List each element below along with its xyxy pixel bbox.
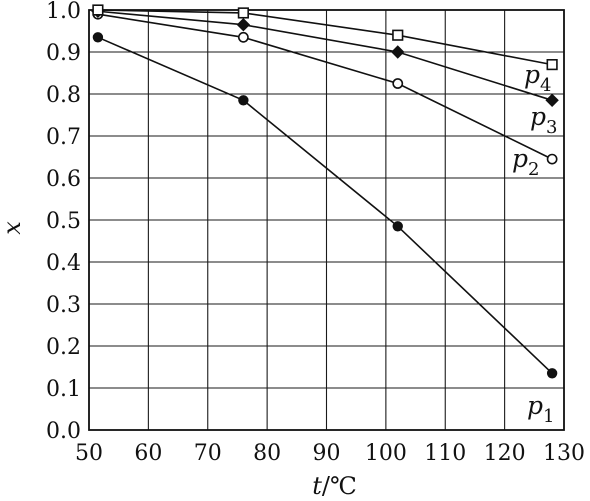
series-p3 bbox=[91, 4, 559, 108]
data-point bbox=[545, 93, 559, 108]
series-label-subscript: 3 bbox=[546, 117, 557, 138]
plot-frame bbox=[88, 9, 565, 431]
series-label-main: p bbox=[527, 391, 543, 420]
series-line-p1 bbox=[97, 36, 553, 374]
series-label-subscript: 4 bbox=[540, 75, 551, 96]
y-tick-label: 0.1 bbox=[46, 377, 81, 402]
data-point bbox=[236, 17, 251, 32]
series-line-p2 bbox=[97, 13, 553, 160]
y-tick-label: 1.0 bbox=[46, 0, 81, 24]
series-label-subscript: 1 bbox=[543, 406, 554, 427]
data-point bbox=[391, 45, 405, 59]
data-point bbox=[546, 368, 558, 379]
x-axis-unit: /℃ bbox=[322, 472, 357, 500]
series-line-p3 bbox=[97, 10, 553, 102]
y-tick-label: 0.7 bbox=[46, 125, 81, 150]
x-axis-title: t/℃ bbox=[312, 472, 357, 500]
series-label-main: p bbox=[512, 144, 528, 173]
y-tick-label: 0.8 bbox=[46, 83, 81, 108]
data-point bbox=[237, 31, 249, 43]
data-point bbox=[92, 32, 104, 43]
tick-labels: 50 60 70 80 90 100 110 120 130 0.0 0.1 0.2 0.3 0.4 0.5… bbox=[46, 0, 585, 466]
series-label-main: p bbox=[524, 60, 540, 89]
x-tick-label: 70 bbox=[194, 441, 222, 466]
series-label-p1: p1 bbox=[527, 391, 554, 427]
y-tick-label: 0.3 bbox=[46, 293, 81, 318]
x-tick-label: 80 bbox=[253, 441, 281, 466]
data-point bbox=[238, 95, 249, 106]
series-label-subscript: 2 bbox=[528, 159, 539, 180]
grid bbox=[88, 9, 565, 431]
series-label-p4: p4 bbox=[524, 60, 551, 96]
x-tick-label: 110 bbox=[424, 441, 466, 466]
y-tick-label: 0.0 bbox=[46, 419, 81, 444]
data-point bbox=[546, 58, 558, 71]
data-point bbox=[237, 7, 249, 19]
y-tick-label: 0.6 bbox=[46, 167, 81, 192]
x-tick-label: 130 bbox=[543, 441, 585, 466]
data-point bbox=[392, 29, 404, 41]
data-point bbox=[392, 78, 404, 89]
x-tick-label: 90 bbox=[313, 441, 341, 466]
series-p1 bbox=[92, 32, 558, 379]
x-tick-label: 60 bbox=[134, 441, 162, 466]
series-label-p3: p3 bbox=[530, 102, 557, 138]
data-point bbox=[92, 4, 104, 16]
x-tick-label: 100 bbox=[365, 441, 407, 466]
data-point bbox=[546, 153, 558, 165]
y-tick-label: 0.4 bbox=[46, 251, 81, 276]
series-label-p2: p2 bbox=[512, 144, 539, 180]
y-tick-label: 0.5 bbox=[46, 209, 81, 234]
series-label-main: p bbox=[530, 102, 546, 131]
y-tick-label: 0.9 bbox=[46, 41, 81, 66]
x-tick-label: 120 bbox=[484, 441, 526, 466]
series-group bbox=[91, 4, 559, 379]
series-p4 bbox=[92, 4, 558, 71]
series-line-p4 bbox=[97, 9, 553, 66]
x-axis-var: t bbox=[312, 472, 322, 500]
y-tick-label: 0.2 bbox=[46, 335, 81, 360]
y-axis-title: x bbox=[0, 221, 26, 235]
x-tick-label: 50 bbox=[75, 441, 103, 466]
data-point bbox=[392, 221, 403, 232]
series-p2 bbox=[92, 8, 558, 165]
